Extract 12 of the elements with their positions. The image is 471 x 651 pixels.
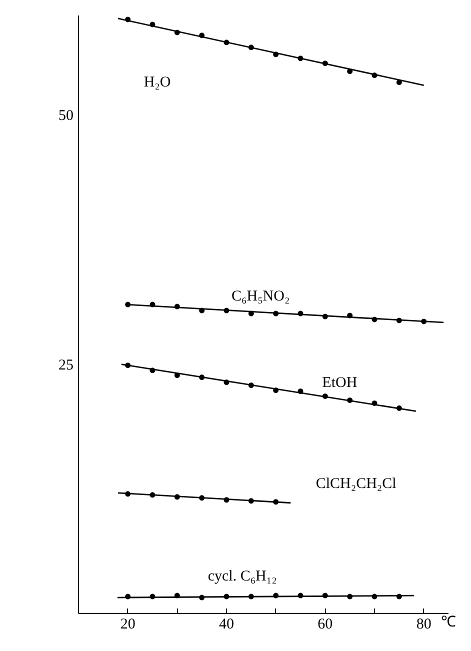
text: H₂O [144, 74, 171, 90]
x-axis-title: ℃ [441, 614, 456, 630]
series-label: EtOH [322, 375, 358, 392]
series-label: C₆H₅NO₂ [232, 288, 290, 305]
x-tick-label: 20 [120, 616, 136, 632]
text: ClCH₂CH₂Cl [316, 476, 396, 492]
y-tick-label: 50 [58, 108, 74, 124]
y-tick-label: 25 [58, 357, 74, 374]
series-label: cycl. C₆H₁₂ [208, 568, 277, 585]
x-tick-label: 40 [219, 616, 234, 632]
x-tick-label: 60 [318, 616, 333, 632]
x-tick-label: 80 [416, 616, 432, 632]
